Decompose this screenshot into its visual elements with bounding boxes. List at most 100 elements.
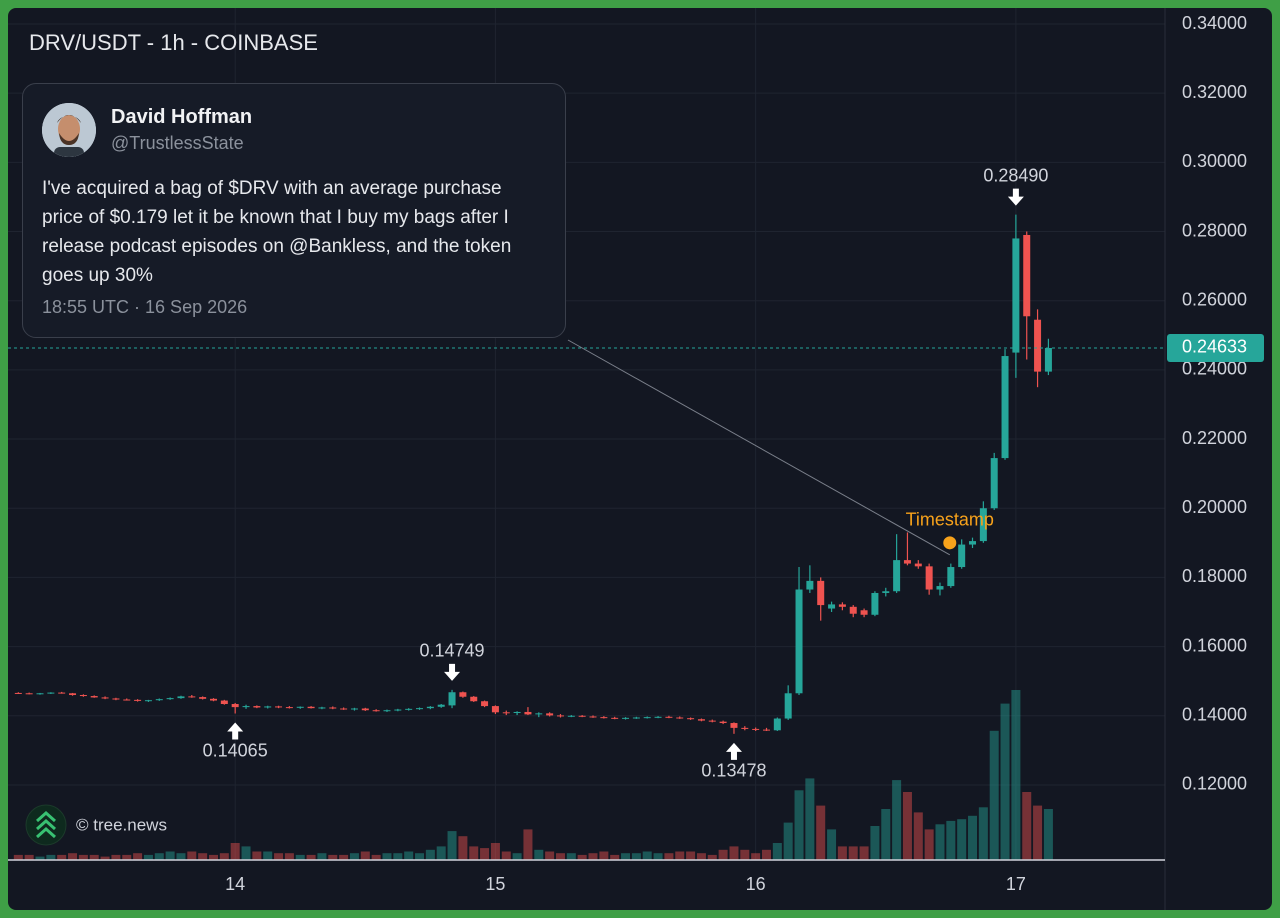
y-tick-label: 0.12000 (1182, 774, 1247, 794)
candle-body (1012, 238, 1020, 353)
volume-bar (555, 853, 565, 860)
volume-bar (230, 843, 240, 860)
candle-body (697, 719, 705, 721)
candle-body (719, 721, 727, 724)
candle-body (741, 727, 749, 729)
chart-title: DRV/USDT - 1h - COINBASE (29, 30, 318, 55)
low-arrow (227, 722, 244, 740)
tweet-connector (567, 339, 951, 556)
candle-body (199, 697, 207, 699)
volume-bar (24, 854, 34, 860)
volume-bar (371, 854, 381, 860)
candle-body (470, 696, 478, 702)
candle-body (437, 704, 445, 707)
current-price-label: 0.24633 (1182, 337, 1247, 357)
volume-bar (740, 849, 750, 860)
candle-body (1034, 319, 1042, 372)
candle-body (1044, 347, 1052, 372)
volume-bar (653, 853, 663, 860)
volume-bar (360, 851, 370, 860)
candle-body (166, 698, 174, 700)
volume-bar (512, 853, 522, 860)
volume-bar (68, 853, 78, 860)
volume-bar (133, 853, 143, 860)
volume-bar (458, 836, 468, 860)
tweet-text: I've acquired a bag of $DRV with an aver… (42, 178, 512, 286)
volume-bar (501, 851, 511, 860)
volume-bar (252, 851, 262, 860)
y-tick-label: 0.22000 (1182, 428, 1247, 448)
candle-body (318, 707, 326, 709)
volume-bar (219, 853, 229, 860)
volume-bar (642, 851, 652, 860)
candle-body (990, 458, 998, 509)
candle-body (253, 706, 261, 708)
candle-body (383, 710, 391, 712)
candle-body (535, 713, 543, 715)
volume-bar (46, 854, 56, 860)
volume-bar (718, 849, 728, 860)
volume-bar (35, 856, 45, 860)
tweet-card: David Hoffman @TrustlessState I've acqui… (22, 83, 566, 338)
candle-body (14, 692, 22, 694)
timestamp-marker (943, 536, 957, 550)
candle-body (340, 708, 348, 710)
volume-bar (870, 826, 880, 860)
volume-bar (349, 853, 359, 860)
volume-bar (827, 829, 837, 860)
candle-body (155, 699, 163, 701)
candle-body (947, 567, 955, 587)
candle-body (817, 580, 825, 606)
avatar-image (42, 103, 96, 157)
candle-body (828, 604, 836, 609)
volume-bar (924, 829, 934, 860)
candle-body (350, 708, 358, 710)
volume-bar (588, 853, 598, 860)
candle-body (838, 604, 846, 607)
y-tick-label: 0.32000 (1182, 82, 1247, 102)
low-label: 0.14065 (203, 740, 268, 760)
candle-body (361, 708, 369, 711)
candle-body (285, 707, 293, 709)
candle-body (589, 716, 597, 718)
volume-bar (610, 854, 620, 860)
candle-body (1001, 356, 1009, 459)
candle-body (958, 544, 966, 568)
volume-bar (892, 780, 902, 860)
candle-body (578, 715, 586, 717)
candle-body (914, 563, 922, 567)
candle-body (784, 693, 792, 719)
x-tick-label: 15 (485, 874, 505, 894)
candle-body (849, 606, 857, 614)
candle-body (264, 706, 272, 708)
volume-bar (111, 854, 121, 860)
candle-body (600, 717, 608, 719)
candle-body (79, 695, 87, 697)
volume-bar (534, 849, 544, 860)
volume-bar (393, 853, 403, 860)
volume-bar (198, 853, 208, 860)
overlay-layer: 0.28490 0.14749 0.14065 0.13478 Timestamp (8, 165, 1165, 781)
x-tick-label: 17 (1006, 874, 1026, 894)
candle-body (112, 698, 120, 700)
candle-body (144, 700, 152, 702)
volume-bar (621, 853, 631, 860)
current-price-badge (1167, 333, 1264, 362)
candle-body (36, 693, 44, 695)
candle-body (188, 696, 196, 698)
candle-layer (14, 214, 1052, 734)
volume-bar (772, 843, 782, 860)
volume-bar (545, 851, 555, 860)
avatar (42, 103, 96, 157)
author-handle: @TrustlessState (111, 133, 244, 153)
volume-bar (957, 819, 967, 860)
watermark: © tree.news (76, 815, 167, 834)
candle-body (969, 541, 977, 545)
volume-bar (686, 851, 696, 860)
volume-bar (165, 851, 175, 860)
volume-bar (241, 846, 251, 860)
y-tick-label: 0.18000 (1182, 566, 1247, 586)
volume-bar (816, 805, 826, 860)
volume-bar (566, 853, 576, 860)
candle-body (730, 723, 738, 728)
